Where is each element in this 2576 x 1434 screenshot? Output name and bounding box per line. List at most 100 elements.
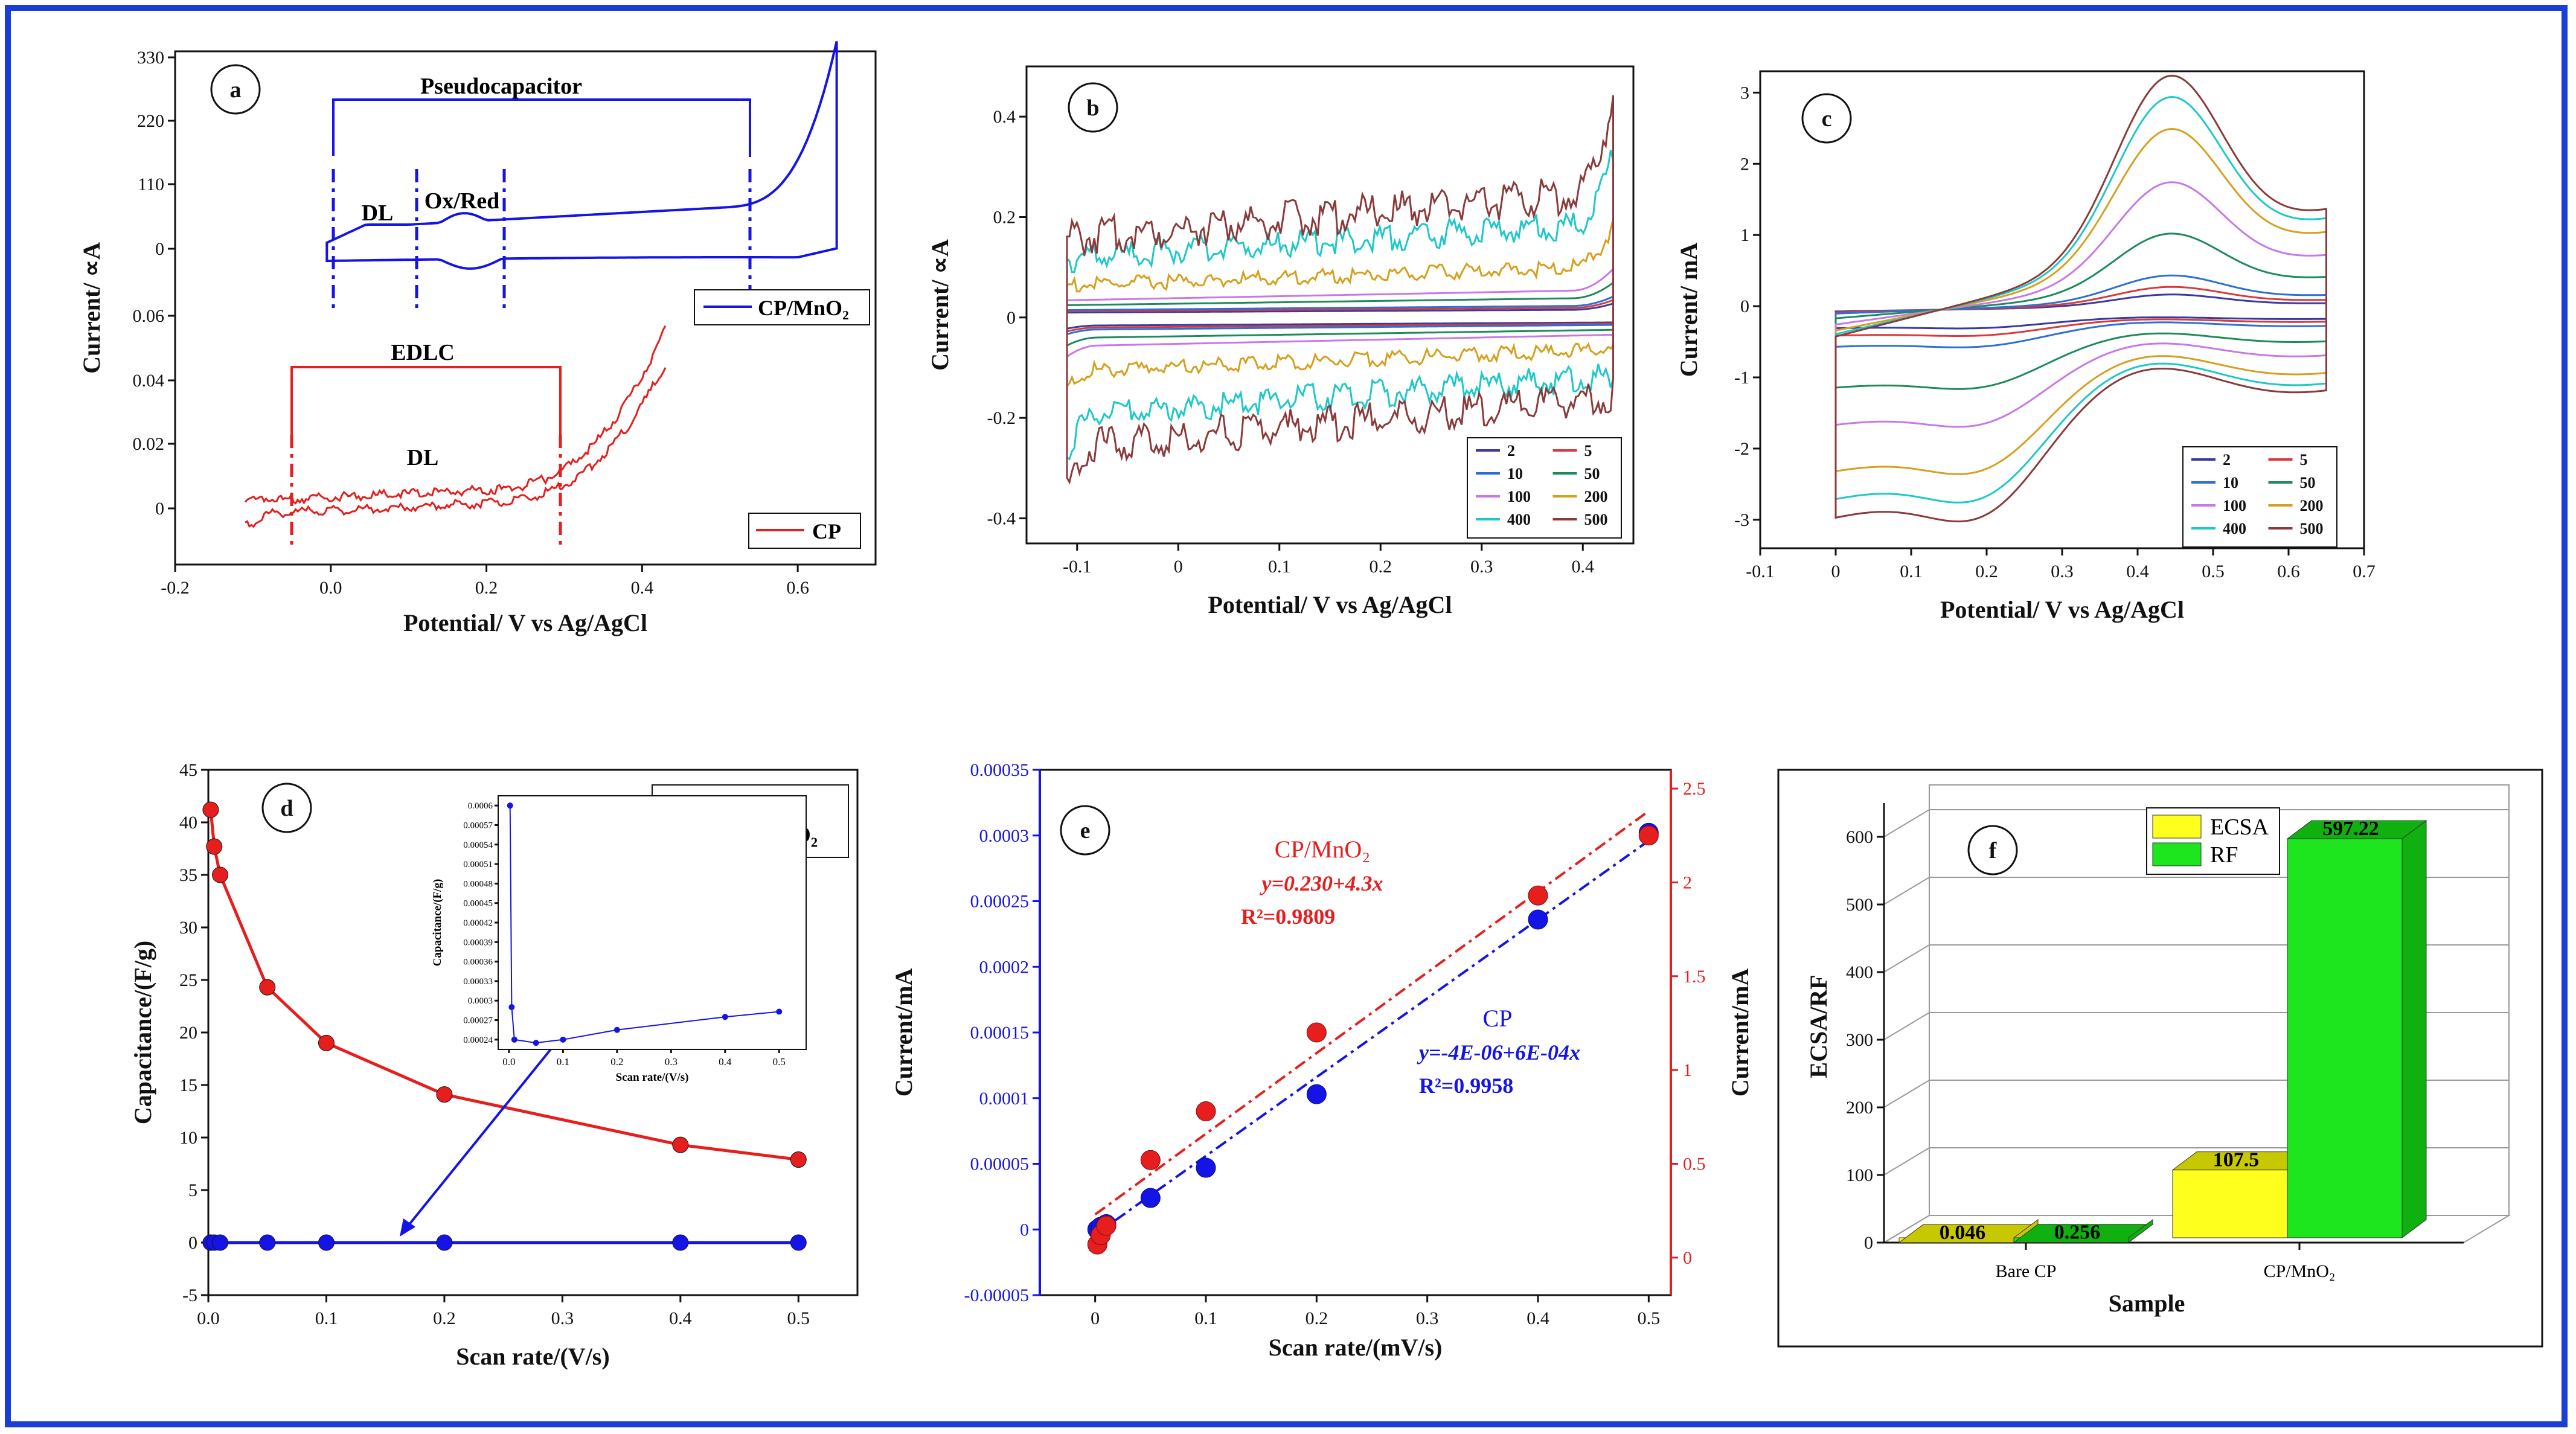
inset-y-tick-label: 0.00051 (463, 860, 493, 869)
plot-frame (1025, 65, 1635, 545)
legend-label: 5 (2300, 451, 2308, 469)
data-point (790, 1151, 807, 1168)
panel-label: f (1989, 838, 1998, 863)
y-tick-label: 0 (1007, 308, 1016, 328)
annotation-mno2-equation: y=0.230+4.3x (1259, 871, 1383, 895)
y-tick-label: -5 (182, 1285, 197, 1305)
legend-label: 500 (1584, 511, 1608, 528)
x-tick-label: 0.4 (669, 1308, 692, 1328)
x-tick-label: 0.3 (2051, 562, 2074, 581)
category-label: CP/MnO₂ (2264, 1261, 2336, 1281)
inset-y-tick-label: 0.0003 (468, 996, 493, 1006)
grid-diagonal (1883, 1080, 1930, 1108)
inset-point (508, 1004, 515, 1010)
y-tick-label: 200 (1846, 1098, 1873, 1118)
legend-label: CP (812, 519, 841, 543)
grid-diagonal (1883, 1147, 1930, 1176)
legend-label: CP/MnO₂ (758, 296, 849, 320)
data-point (212, 1234, 229, 1251)
legend-label: 200 (2300, 497, 2324, 514)
y-tick-label: 3 (1740, 83, 1749, 103)
y-tick-label: 110 (138, 174, 164, 194)
y-tick-label: 300 (1846, 1030, 1873, 1050)
legend-label: 2 (2223, 451, 2231, 469)
data-point (259, 1234, 276, 1251)
y-tick-label: 0 (1864, 1233, 1873, 1253)
inset-x-tick-label: 0.0 (502, 1056, 515, 1067)
y-tick-label: 0.0001 (979, 1089, 1030, 1109)
bar-side-RF (2401, 820, 2427, 1238)
inset-point (507, 802, 513, 809)
bar-value-label: 597.22 (2322, 818, 2379, 840)
panel-label-circle (261, 783, 312, 833)
y-tick-label: 1 (1683, 1060, 1692, 1080)
x-tick-label: 0.3 (551, 1308, 574, 1328)
x-tick-label: 0.0 (197, 1308, 220, 1328)
cv-series-500 (1066, 95, 1614, 485)
cp-mno2-data-point (1096, 1215, 1117, 1236)
x-axis-label: Sample (2109, 1290, 2185, 1317)
y-tick-label: 2.5 (1683, 779, 1706, 799)
x-tick-label: 0 (1174, 557, 1183, 577)
panel-label: c (1822, 106, 1832, 132)
cp-mno2-data-point (1638, 825, 1659, 846)
x-tick-label: 0.2 (433, 1308, 456, 1328)
legend-box (1467, 437, 1622, 539)
y-tick-label: -1 (1734, 368, 1749, 388)
annotation-cp-title: CP (1483, 1005, 1513, 1032)
x-tick-label: 0.4 (631, 578, 654, 598)
y-tick-label: 500 (1846, 895, 1873, 915)
x-tick-label: 0.2 (1370, 557, 1392, 577)
panel-b: -0.1 0 0.1 0.2 0.3 0.4 -0.4 -0.2 0 0.2 0.4 Potentia… (926, 65, 1635, 618)
legend-label: 400 (2223, 520, 2246, 537)
y-tick-label: 0.0003 (979, 826, 1030, 846)
x-tick-label: 0.3 (1416, 1308, 1439, 1328)
cp-data-point (1140, 1188, 1161, 1208)
cp-mno2-cv-curve (325, 41, 838, 270)
inset-x-label: Scan rate/(V/s) (616, 1071, 689, 1084)
inset-y-tick-label: 0.00048 (463, 879, 493, 889)
panel-f: 0 100 200 300 400 500 600 ECSA/RF Sample f Bare CP… (1777, 769, 2543, 1348)
inset-y-tick-label: 0.00057 (463, 821, 493, 830)
x-tick-label: 0.1 (315, 1308, 338, 1328)
y-tick-label: 100 (1846, 1165, 1873, 1185)
inset-x-tick-label: 0.2 (610, 1056, 623, 1067)
y-axis-label: Capacitance/(F/g) (129, 941, 156, 1124)
y-tick-label: 1.5 (1683, 967, 1706, 987)
x-axis-label: Scan rate/(mV/s) (1269, 1334, 1443, 1361)
grid-diagonal (1883, 809, 1930, 837)
bar-front-RF (2287, 838, 2403, 1238)
y-axis-label: Current/mA (1726, 968, 1754, 1097)
y-tick-label: 0.00035 (970, 760, 1030, 780)
inset-point (533, 1040, 539, 1046)
grid-diagonal (1883, 1012, 1930, 1040)
cv-series-200 (1066, 219, 1614, 389)
y-axis-label: Current/ ∝A (926, 239, 953, 371)
cp-cv-curve-reverse (245, 367, 667, 528)
inset-y-tick-label: 0.00027 (463, 1016, 493, 1026)
bar-side-RF (2128, 1219, 2153, 1243)
x-axis-label: Potential/ V vs Ag/AgCl (1208, 591, 1452, 618)
annotation-oxred: Ox/Red (425, 188, 500, 214)
data-point (672, 1136, 689, 1153)
annotation-dl-cp: DL (407, 445, 439, 470)
inset-y-tick-label: 0.00033 (463, 977, 493, 987)
y-tick-label: 10 (179, 1128, 197, 1148)
y-tick-label: 35 (179, 865, 197, 885)
x-tick-label: 0.2 (1975, 562, 1998, 581)
data-point (790, 1234, 807, 1251)
annotation-cp-r2: R²=0.9958 (1419, 1074, 1513, 1098)
cp-mno2-data-point (1196, 1101, 1216, 1121)
legend-label: 100 (1507, 488, 1531, 505)
legend-label: 2 (1507, 442, 1515, 459)
inset-y-tick-label: 0.0006 (468, 801, 493, 811)
inset-point (776, 1008, 783, 1015)
grid-diagonal (1883, 877, 1930, 905)
y-tick-label: 0.02 (133, 434, 165, 454)
legend-label: ECSA (2210, 815, 2269, 840)
inset-y-tick-label: 0.00039 (463, 938, 493, 947)
legend-label: 10 (1507, 465, 1523, 482)
plot-frame (174, 50, 877, 566)
y-tick-label: 0.00005 (970, 1154, 1030, 1174)
